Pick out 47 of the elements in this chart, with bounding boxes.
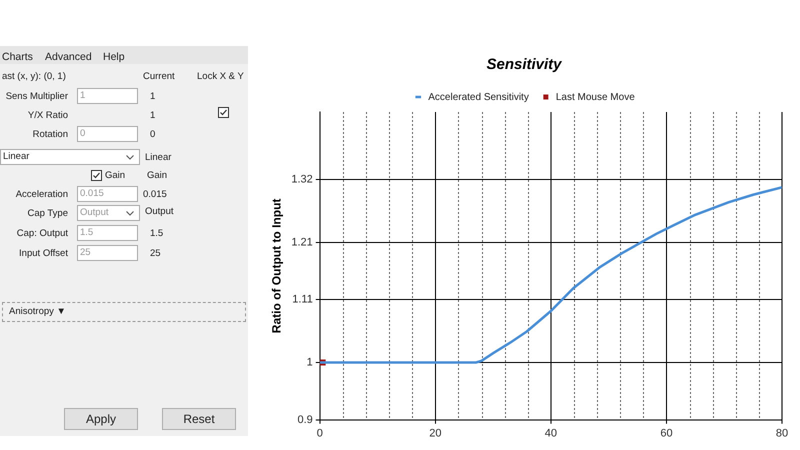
- text: 1: [77, 88, 138, 104]
- y-axis-title: Ratio of Output to Input: [270, 198, 284, 334]
- text: Linear: [145, 151, 172, 165]
- x-tick-label: 0: [316, 427, 323, 440]
- y-tick-label: 1.21: [291, 236, 313, 248]
- text: Y/X Ratio: [26, 109, 68, 123]
- text: Cap: Output: [16, 227, 68, 241]
- text: Anisotropy ▼: [2, 302, 246, 322]
- text: 0: [77, 126, 138, 142]
- text: 0.015: [143, 188, 167, 202]
- text: Cap Type: [26, 207, 68, 221]
- text: 0: [150, 128, 156, 142]
- text: 25: [150, 247, 161, 261]
- text: Output: [80, 207, 109, 218]
- text: 25: [77, 245, 138, 261]
- x-tick-label: 20: [429, 427, 442, 440]
- text: Rotation: [32, 128, 68, 142]
- y-tick-label: 1.11: [292, 294, 313, 306]
- text: Linear: [3, 151, 30, 162]
- text: 0.015: [77, 186, 138, 202]
- x-tick-label: 60: [660, 427, 673, 440]
- text: Help: [103, 50, 125, 64]
- y-tick-label: 1: [306, 356, 313, 369]
- text: Sens Multiplier: [4, 90, 68, 104]
- chart-title: Sensitivity: [486, 56, 562, 74]
- text: 1.5: [77, 225, 138, 241]
- text: Input Offset: [18, 247, 68, 261]
- x-tick-label: 40: [544, 427, 558, 440]
- text: 1.5: [150, 227, 164, 241]
- x-tick-label: 80: [776, 427, 788, 440]
- text: Gain: [105, 169, 126, 183]
- text: Current: [143, 70, 175, 84]
- legend-label: Last Mouse Move: [556, 92, 636, 103]
- text: ast (x, y): (0, 1): [2, 70, 66, 84]
- text: Lock X & Y: [197, 70, 244, 84]
- text: Acceleration: [14, 188, 68, 202]
- text: Reset: [162, 408, 236, 430]
- text: Advanced: [45, 50, 92, 64]
- text: Output: [145, 205, 174, 219]
- text: Gain: [147, 169, 168, 183]
- text: 1: [150, 90, 156, 104]
- text: Charts: [2, 50, 33, 64]
- y-tick-label: 1.32: [291, 173, 313, 186]
- y-tick-label: 0.9: [298, 414, 313, 426]
- text: 1: [150, 109, 156, 123]
- legend-label: Accelerated Sensitivity: [428, 92, 529, 103]
- text: Apply: [64, 408, 138, 430]
